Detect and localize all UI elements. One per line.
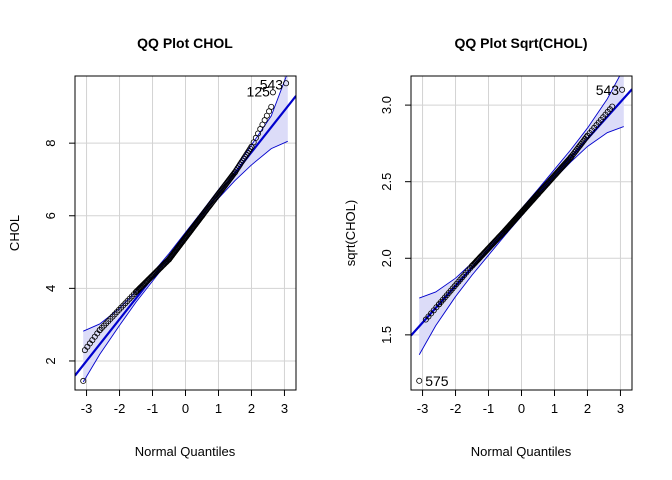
confidence-band-upper (83, 76, 287, 332)
x-tick-label: 2 (584, 401, 591, 416)
y-tick-label: 3.0 (379, 96, 394, 114)
x-axis-title: Normal Quantiles (135, 444, 236, 459)
y-tick-label: 2.0 (379, 249, 394, 267)
x-tick-label: -2 (450, 401, 462, 416)
data-points (80, 80, 290, 384)
y-axis-title: sqrt(CHOL) (343, 200, 358, 266)
qq-plot-sqrt-chol-panel: QQ Plot Sqrt(CHOL) Normal Quantiles sqrt… (343, 35, 633, 459)
data-point (283, 80, 290, 87)
y-tick-label: 2 (43, 357, 58, 364)
y-tick-label: 6 (43, 212, 58, 219)
x-axis: -3 -2 -1 0 1 2 3 (417, 389, 624, 416)
x-tick-label: -2 (114, 401, 126, 416)
qq-plot-chol-panel: QQ Plot CHOL Normal Quantiles CHOL 54312… (7, 35, 297, 459)
outlier-label: 125 (247, 83, 271, 99)
data-point (619, 86, 626, 93)
y-tick-label: 2.5 (379, 173, 394, 191)
outlier-label: 543 (260, 76, 284, 92)
outlier-label: 575 (425, 373, 449, 389)
x-tick-label: 2 (248, 401, 255, 416)
data-point (269, 89, 276, 96)
y-axis-title: CHOL (7, 215, 22, 251)
data-point (231, 170, 238, 177)
x-tick-label: 0 (182, 401, 189, 416)
x-axis-title: Normal Quantiles (471, 444, 572, 459)
x-tick-label: 1 (551, 401, 558, 416)
data-point (566, 156, 573, 163)
y-tick-label: 8 (43, 140, 58, 147)
data-point (416, 377, 423, 384)
data-point (583, 134, 590, 141)
grid-lines (411, 76, 632, 390)
data-points (416, 86, 626, 384)
y-tick-label: 1.5 (379, 326, 394, 344)
data-point (268, 103, 275, 110)
x-tick-label: -1 (147, 401, 159, 416)
x-axis: -3 -2 -1 0 1 2 3 (81, 389, 288, 416)
panel-title: QQ Plot Sqrt(CHOL) (455, 35, 588, 51)
y-axis: 1.5 2.0 2.5 3.0 (379, 96, 412, 344)
x-tick-label: 0 (518, 401, 525, 416)
outlier-labels: 543 575 (425, 82, 619, 389)
x-tick-label: 3 (617, 401, 624, 416)
y-axis: 2 4 6 8 (43, 140, 76, 365)
panel-title: QQ Plot CHOL (137, 35, 233, 51)
x-tick-label: -3 (81, 401, 93, 416)
x-tick-label: 3 (281, 401, 288, 416)
x-tick-label: -1 (483, 401, 495, 416)
x-tick-label: 1 (215, 401, 222, 416)
data-point (609, 103, 616, 110)
x-tick-label: -3 (417, 401, 429, 416)
outlier-label: 543 (596, 82, 620, 98)
y-tick-label: 4 (43, 285, 58, 292)
data-point (80, 377, 87, 384)
